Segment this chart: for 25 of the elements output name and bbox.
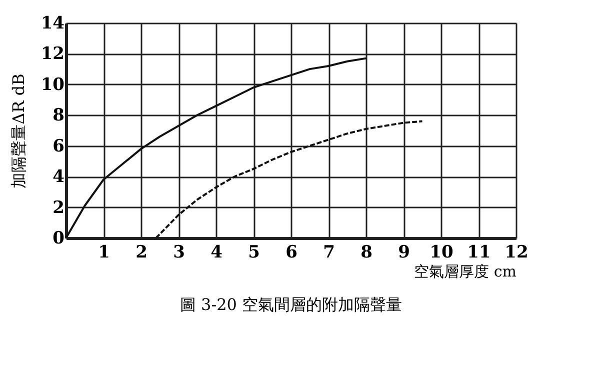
x-axis-title: 空氣層厚度 cm <box>414 262 516 280</box>
x-tick-label: 4 <box>210 242 223 262</box>
x-tick-label: 8 <box>360 242 372 262</box>
x-tick-label: 6 <box>286 242 298 262</box>
x-tick-label: 7 <box>323 242 335 262</box>
x-tick-label: 3 <box>173 242 185 262</box>
y-tick-label: 4 <box>52 167 65 188</box>
x-tick-label: 10 <box>430 242 454 262</box>
y-tick-label: 14 <box>40 14 65 34</box>
y-tick-label: 10 <box>40 74 65 95</box>
x-tick-label: 2 <box>136 242 148 262</box>
y-tick-label: 8 <box>52 106 64 126</box>
line-series <box>65 57 367 239</box>
x-tick-label: 9 <box>398 242 410 262</box>
y-tick-label: 0 <box>52 228 65 248</box>
y-tick-label: 6 <box>52 136 64 156</box>
line-series <box>155 120 424 239</box>
caption: 圖 3-20 空氣間層的附加隔聲量 <box>180 295 402 314</box>
x-tick-label: 11 <box>467 242 491 262</box>
y-tick-label: 2 <box>52 198 64 218</box>
y-tick-label: 12 <box>40 44 64 64</box>
y-axis-title: 加隔聲量ΔR dB <box>8 74 28 188</box>
x-tick-label: 1 <box>98 242 110 262</box>
x-tick-label: 12 <box>504 242 528 262</box>
x-tick-label: 5 <box>248 242 260 262</box>
